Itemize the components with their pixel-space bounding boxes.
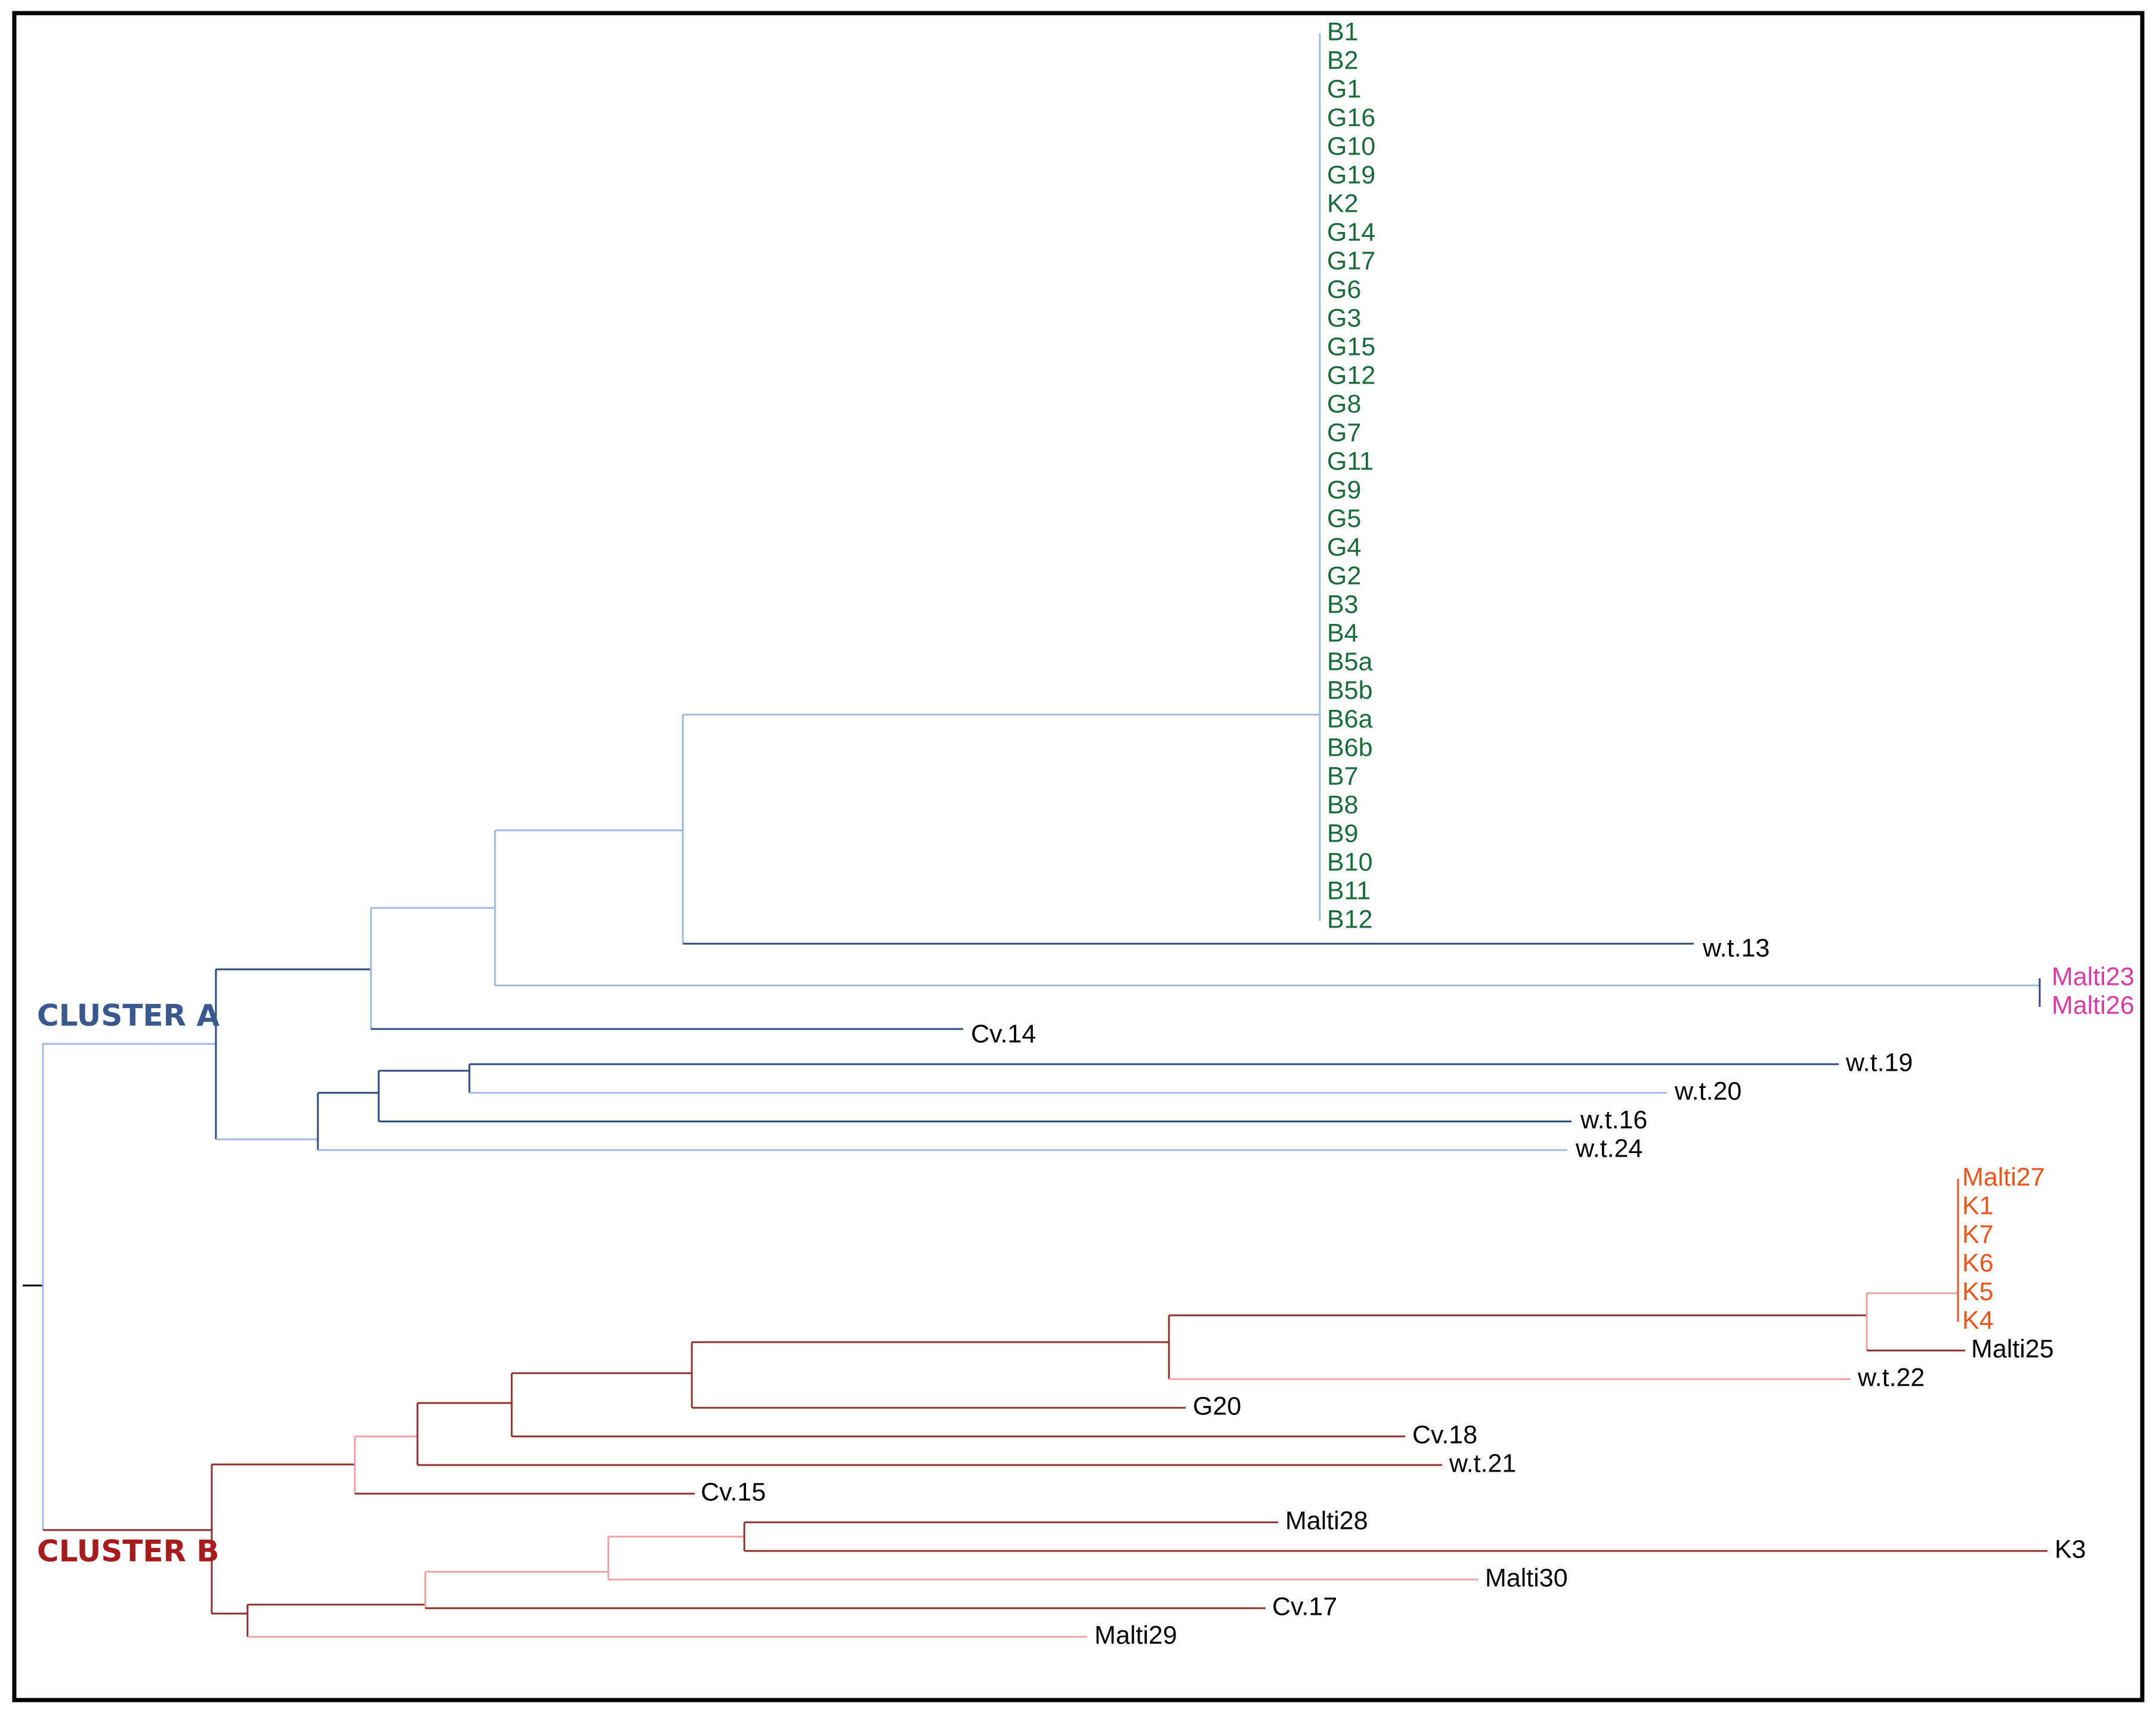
leaf-label-cv-18: Cv.18 <box>1412 1420 1477 1449</box>
leaf-label-g3: G3 <box>1327 304 1361 332</box>
leaf-label-g17: G17 <box>1327 246 1375 275</box>
leaf-label-g11: G11 <box>1327 447 1374 475</box>
leaf-label-k5: K5 <box>1962 1277 1994 1306</box>
leaf-label-w-t-22: w.t.22 <box>1857 1363 1925 1392</box>
leaf-label-g6: G6 <box>1327 275 1361 304</box>
leaf-label-g10: G10 <box>1327 132 1375 160</box>
leaf-label-w-t-19: w.t.19 <box>1845 1048 1913 1077</box>
leaf-label-b7: B7 <box>1327 762 1359 790</box>
leaf-label-g12: G12 <box>1327 361 1375 390</box>
leaf-label-k7: K7 <box>1962 1220 1994 1249</box>
leaf-label-g15: G15 <box>1327 332 1375 361</box>
leaf-label-g5: G5 <box>1327 504 1361 533</box>
leaf-label-g7: G7 <box>1327 418 1361 447</box>
leaf-label-k4: K4 <box>1962 1306 1994 1334</box>
leaf-label-g20: G20 <box>1193 1392 1241 1420</box>
leaf-label-b1: B1 <box>1327 17 1359 46</box>
leaf-label-cv-15: Cv.15 <box>701 1478 766 1506</box>
leaf-label-g19: G19 <box>1327 160 1375 189</box>
leaf-labels: B1B2G1G16G10G19K2G14G17G6G3G15G12G8G7G11… <box>701 17 2135 1649</box>
leaf-label-cv-14: Cv.14 <box>971 1019 1036 1048</box>
leaf-label-g9: G9 <box>1327 475 1361 504</box>
leaf-label-g2: G2 <box>1327 561 1361 590</box>
cluster-label-b: CLUSTER B <box>37 1534 219 1569</box>
leaf-label-malti28: Malti28 <box>1285 1506 1368 1535</box>
leaf-label-malti23: Malti23 <box>2052 962 2135 991</box>
leaf-label-b12: B12 <box>1327 905 1373 934</box>
leaf-label-g8: G8 <box>1327 390 1361 418</box>
leaf-label-b10: B10 <box>1327 848 1373 876</box>
leaf-label-b11: B11 <box>1327 876 1371 905</box>
leaf-label-b5b: B5b <box>1327 676 1373 704</box>
leaf-label-b2: B2 <box>1327 46 1359 75</box>
leaf-label-b6b: B6b <box>1327 733 1373 762</box>
leaf-label-b5a: B5a <box>1327 647 1373 676</box>
leaf-label-b8: B8 <box>1327 790 1359 819</box>
leaf-label-malti26: Malti26 <box>2052 991 2135 1019</box>
cluster-labels: CLUSTER A CLUSTER B <box>37 999 220 1569</box>
leaf-label-g4: G4 <box>1327 533 1361 561</box>
leaf-label-b6a: B6a <box>1327 704 1373 733</box>
leaf-label-k2: K2 <box>1327 189 1359 218</box>
leaf-label-w-t-21: w.t.21 <box>1449 1449 1516 1478</box>
leaf-label-k3: K3 <box>2055 1535 2086 1563</box>
leaf-label-g16: G16 <box>1327 103 1375 132</box>
leaf-label-malti29: Malti29 <box>1094 1621 1177 1649</box>
leaf-label-cv-17: Cv.17 <box>1272 1592 1337 1621</box>
leaf-label-b4: B4 <box>1327 619 1359 647</box>
leaf-label-w-t-16: w.t.16 <box>1580 1105 1647 1134</box>
tree-branches <box>23 33 2047 1638</box>
figure-frame <box>12 11 2145 1702</box>
leaf-label-malti25: Malti25 <box>1971 1334 2054 1363</box>
leaf-label-g1: G1 <box>1327 75 1361 103</box>
leaf-label-w-t-20: w.t.20 <box>1674 1077 1741 1105</box>
leaf-label-b3: B3 <box>1327 590 1359 619</box>
leaf-label-k1: K1 <box>1962 1191 1994 1220</box>
leaf-label-g14: G14 <box>1327 218 1375 246</box>
leaf-label-w-t-13: w.t.13 <box>1702 934 1770 962</box>
leaf-label-k6: K6 <box>1962 1249 1994 1277</box>
leaf-label-malti30: Malti30 <box>1485 1563 1568 1592</box>
leaf-label-b9: B9 <box>1327 819 1359 848</box>
leaf-label-malti27: Malti27 <box>1962 1163 2045 1191</box>
cluster-label-a: CLUSTER A <box>37 999 220 1033</box>
leaf-label-w-t-24: w.t.24 <box>1575 1134 1642 1163</box>
